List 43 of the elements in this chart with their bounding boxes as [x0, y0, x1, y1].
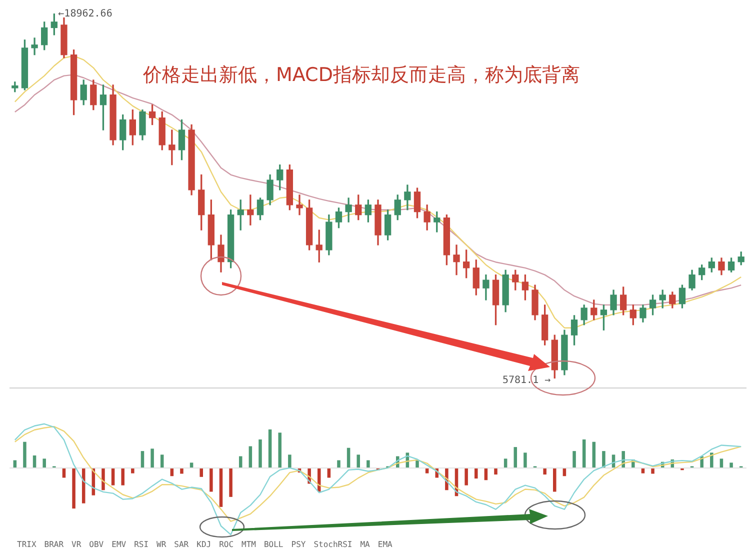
text: KDJ [196, 540, 212, 549]
bar [524, 452, 527, 469]
text: EMA [378, 540, 392, 549]
bar [474, 468, 478, 479]
bar [42, 458, 46, 469]
bar [572, 451, 576, 469]
annotation: ←18962.66 [58, 8, 112, 20]
text: OBV [89, 540, 104, 549]
bar [150, 448, 154, 469]
bar [258, 439, 262, 469]
bar [210, 468, 213, 492]
text: BOLL [264, 540, 284, 549]
text: SAR [174, 540, 189, 549]
text: MTM [242, 540, 256, 549]
bar [23, 442, 26, 469]
bar [229, 468, 232, 497]
bar [121, 468, 124, 486]
text: EMV [112, 540, 126, 549]
text: VR [72, 540, 82, 549]
bar [553, 468, 556, 492]
bar [464, 468, 468, 486]
text: BRAR [44, 540, 64, 549]
text: RSI [134, 540, 149, 549]
bar [494, 468, 498, 475]
bar [317, 468, 321, 492]
text: ROC [219, 540, 234, 549]
text: WR [156, 540, 166, 549]
text: TRIX [17, 540, 36, 549]
bar [356, 454, 360, 469]
bar [131, 468, 134, 474]
bar [200, 468, 203, 477]
bar [288, 454, 292, 469]
bar [651, 468, 654, 474]
bar [543, 468, 546, 475]
bar [180, 468, 184, 474]
text: MA [360, 540, 370, 549]
text: StochRSI [314, 540, 352, 549]
bar [278, 432, 282, 469]
text: 价格走出新低，MACD指标却反而走高，称为底背离 [143, 63, 580, 88]
text: PSY [291, 540, 306, 549]
bar [219, 468, 223, 507]
bar [102, 468, 105, 490]
bar [72, 468, 76, 509]
